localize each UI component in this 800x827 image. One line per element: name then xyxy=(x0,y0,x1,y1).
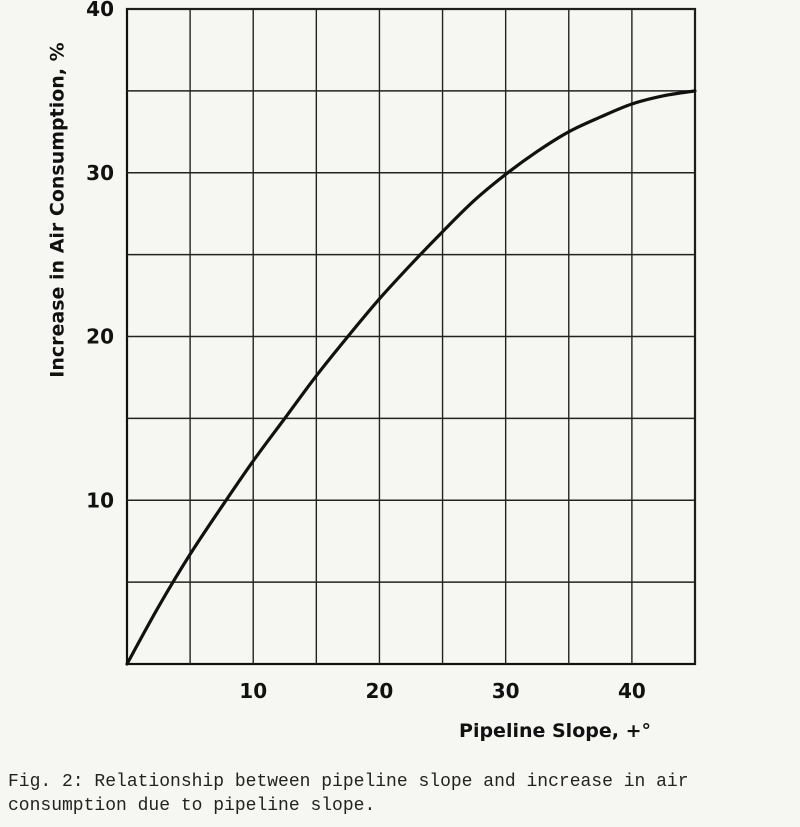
x-tick-label: 40 xyxy=(618,679,646,703)
chart-tick-labels: 10 20 30 40 10 20 30 40 xyxy=(86,0,646,703)
chart: 10 20 30 40 10 20 30 40 Increase in Air Consump… xyxy=(47,0,697,742)
y-tick-label: 20 xyxy=(86,325,114,349)
series-line xyxy=(125,89,697,666)
x-tick-label: 20 xyxy=(366,679,394,703)
figure-caption: Fig. 2: Relationship between pipeline sl… xyxy=(8,772,689,816)
chart-grid xyxy=(125,7,697,666)
y-tick-label: 30 xyxy=(86,161,114,185)
y-tick-label: 40 xyxy=(86,0,114,21)
y-tick-label: 10 xyxy=(86,488,114,512)
x-tick-label: 30 xyxy=(492,679,520,703)
x-axis-title: Pipeline Slope, +° xyxy=(459,720,651,742)
chart-series-layer xyxy=(125,89,697,666)
y-axis-title: Increase in Air Consumption, % xyxy=(47,42,69,377)
x-tick-label: 10 xyxy=(239,679,267,703)
